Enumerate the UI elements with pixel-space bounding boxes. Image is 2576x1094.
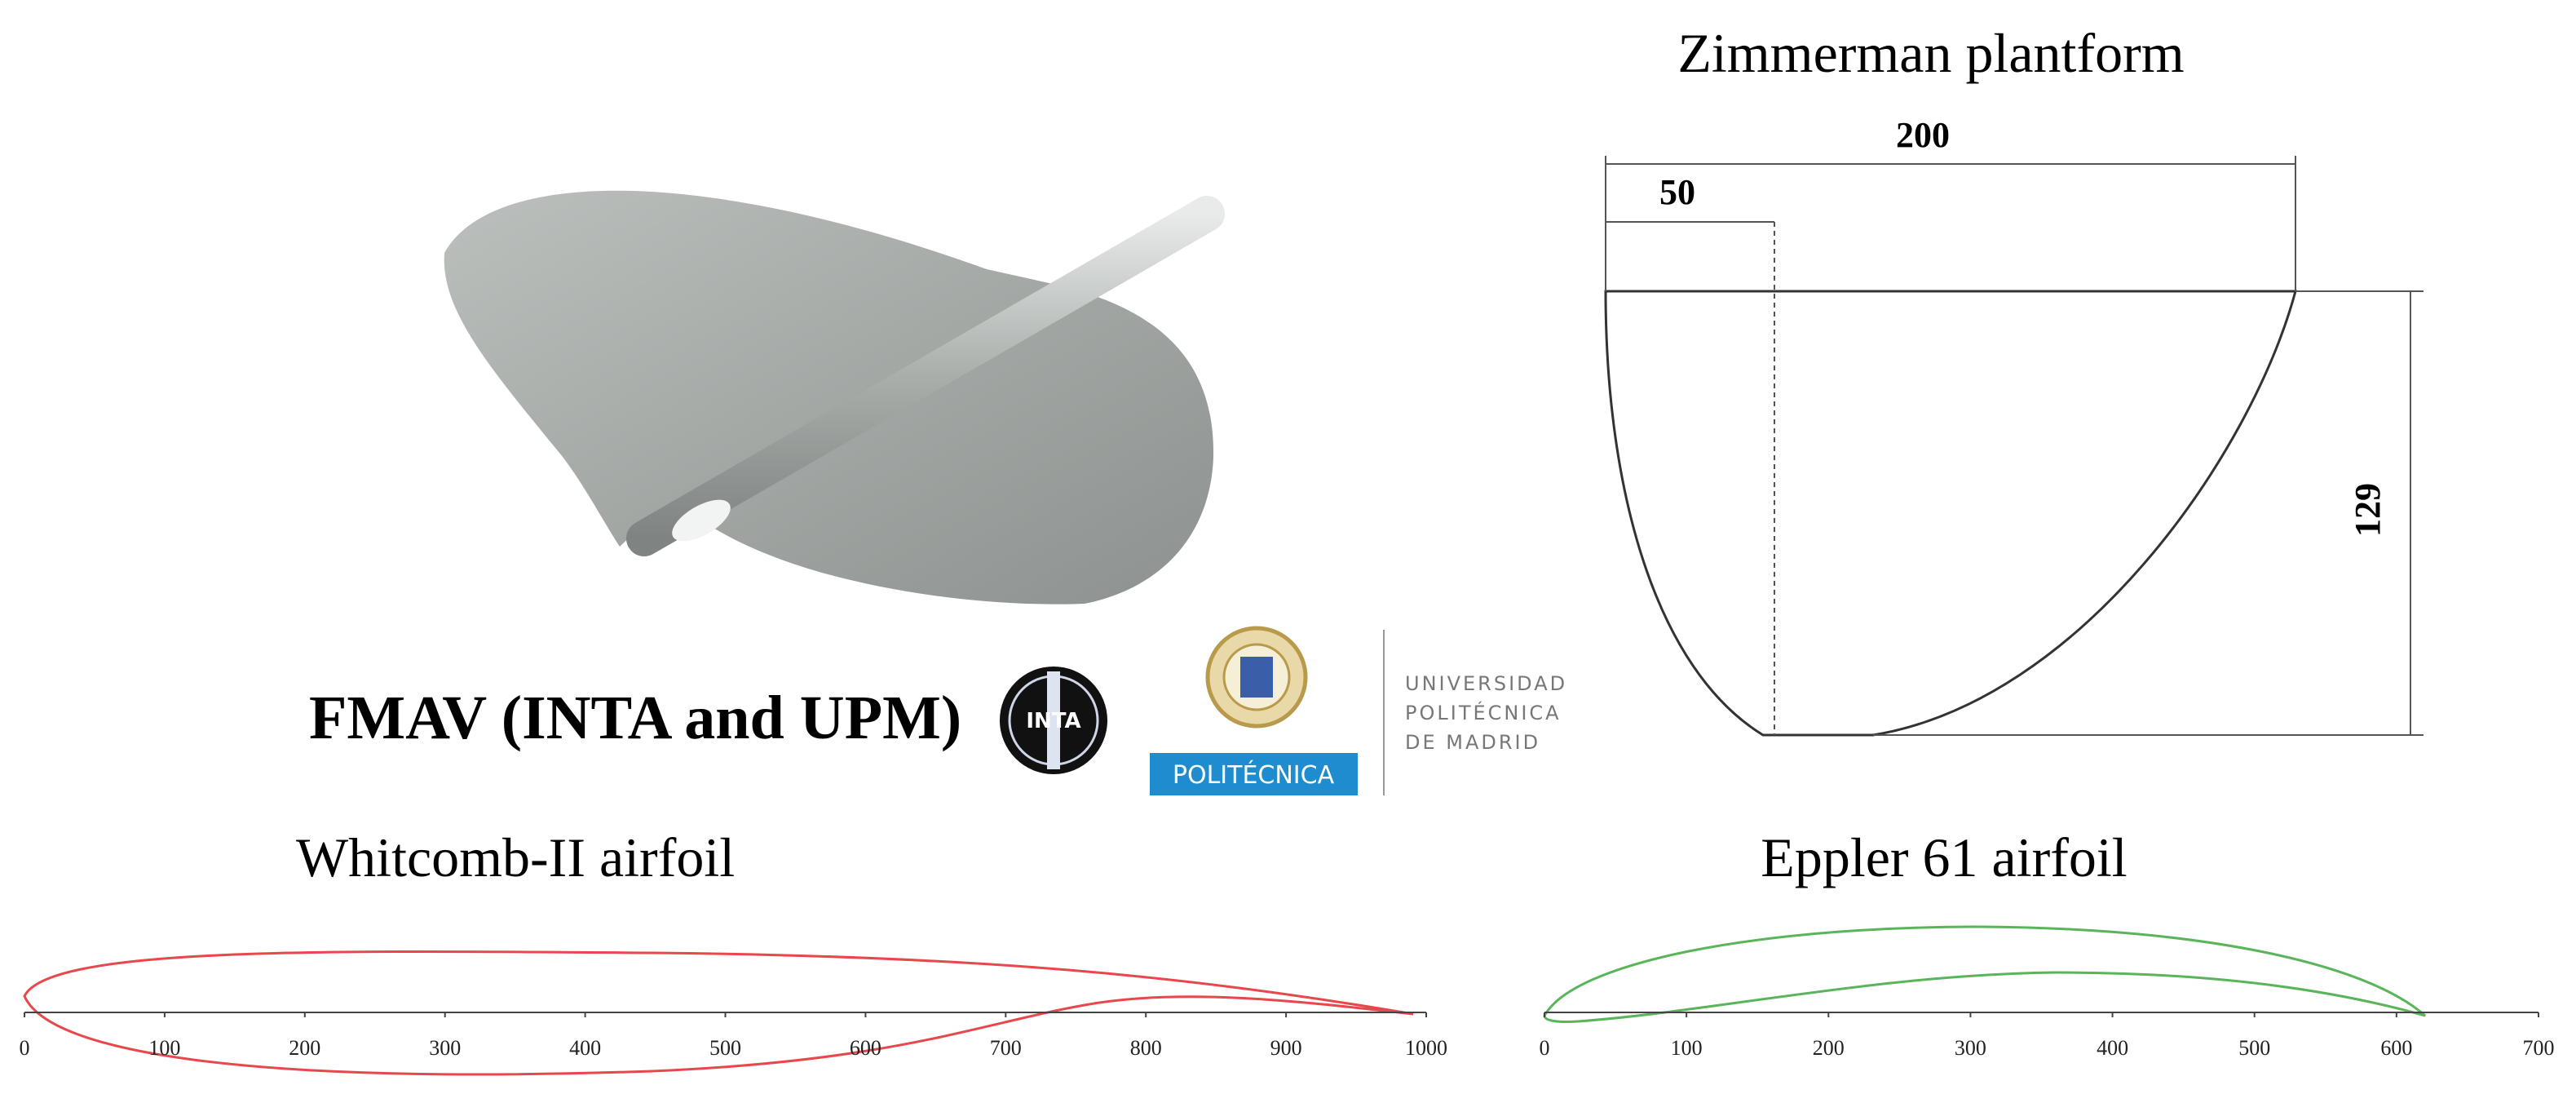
span-dimension: 200 bbox=[1896, 115, 1950, 155]
tick-label: 0 bbox=[1540, 1036, 1550, 1060]
airfoil-title: Eppler 61 airfoil bbox=[1761, 826, 2127, 888]
wing-caption: FMAV (INTA and UPM) bbox=[309, 684, 961, 752]
tick-label: 400 bbox=[569, 1036, 601, 1060]
height-dimension: 129 bbox=[2348, 483, 2388, 537]
planform-title: Zimmerman plantform bbox=[1677, 22, 2184, 84]
highlight bbox=[672, 499, 731, 542]
tick-label: 700 bbox=[2523, 1036, 2555, 1060]
planform-outline bbox=[1604, 290, 2297, 737]
tick-label: 200 bbox=[289, 1036, 320, 1060]
tick-label: 100 bbox=[1671, 1036, 1703, 1060]
tick-label: 500 bbox=[2238, 1036, 2270, 1060]
upm-badge: POLITÉCNICA bbox=[1173, 760, 1335, 790]
fuselage bbox=[626, 196, 1225, 556]
planform-drawing: 200 50 129 bbox=[1604, 115, 2424, 737]
tick-label: 900 bbox=[1270, 1036, 1302, 1060]
upm-name-line: DE MADRID bbox=[1405, 731, 1540, 754]
upm-name-line: POLITÉCNICA bbox=[1405, 701, 1562, 724]
wing-surface bbox=[444, 190, 1214, 605]
inta-logo: INTA bbox=[1000, 667, 1107, 774]
tick-label: 600 bbox=[2380, 1036, 2412, 1060]
upm-logo: POLITÉCNICA UNIVERSIDAD POLITÉCNICA DE M… bbox=[1150, 626, 1567, 795]
tick-label: 600 bbox=[850, 1036, 881, 1060]
whitcomb-profile bbox=[23, 950, 1414, 1076]
tick-label: 800 bbox=[1130, 1036, 1162, 1060]
offset-dimension: 50 bbox=[1659, 172, 1695, 212]
airfoil-title: Whitcomb-II airfoil bbox=[296, 826, 735, 888]
tick-label: 400 bbox=[2097, 1036, 2128, 1060]
upm-name-line: UNIVERSIDAD bbox=[1405, 672, 1567, 695]
tick-label: 300 bbox=[429, 1036, 461, 1060]
wing-model bbox=[444, 190, 1225, 605]
eppler-profile bbox=[1543, 925, 2426, 1023]
tick-label: 700 bbox=[990, 1036, 1022, 1060]
tick-label: 300 bbox=[1955, 1036, 1986, 1060]
tick-label: 0 bbox=[20, 1036, 30, 1060]
inta-text: INTA bbox=[1026, 709, 1080, 733]
tick-label: 500 bbox=[709, 1036, 741, 1060]
tick-label: 100 bbox=[148, 1036, 180, 1060]
tick-label: 200 bbox=[1813, 1036, 1845, 1060]
tick-label: 1000 bbox=[1405, 1036, 1447, 1060]
